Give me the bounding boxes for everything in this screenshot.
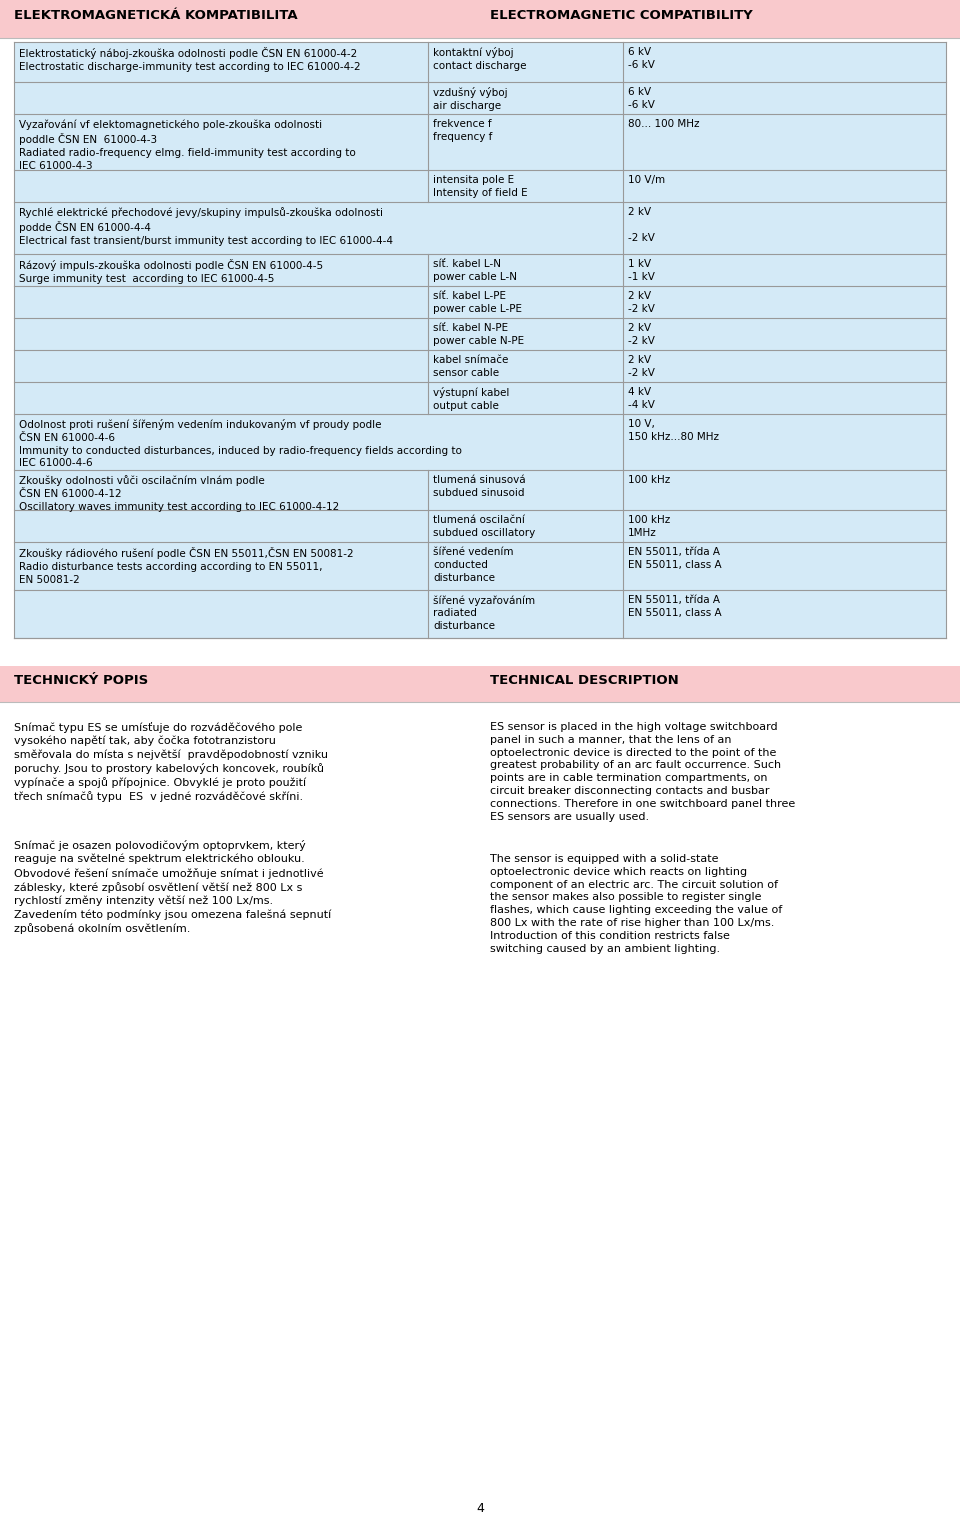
Text: ELEKTROMAGNETICKÁ KOMPATIBILITA: ELEKTROMAGNETICKÁ KOMPATIBILITA [14,9,298,21]
Text: tlumená oscilační
subdued oscillatory: tlumená oscilační subdued oscillatory [433,515,536,538]
Text: TECHNICAL DESCRIPTION: TECHNICAL DESCRIPTION [490,675,679,687]
Text: síť. kabel N-PE
power cable N-PE: síť. kabel N-PE power cable N-PE [433,323,524,346]
Text: 2 kV

-2 kV: 2 kV -2 kV [628,207,655,242]
Text: šířené vyzařováním
radiated
disturbance: šířené vyzařováním radiated disturbance [433,595,535,632]
Text: síť. kabel L-N
power cable L-N: síť. kabel L-N power cable L-N [433,259,517,282]
Text: 100 kHz: 100 kHz [628,475,670,484]
Text: 10 V/m: 10 V/m [628,175,665,185]
Text: tlumená sinusová
subdued sinusoid: tlumená sinusová subdued sinusoid [433,475,526,498]
Text: Rychlé elektrické přechodové jevy/skupiny impulsů-zkouška odolnosti
podde ČSN EN: Rychlé elektrické přechodové jevy/skupin… [19,207,393,247]
Text: kontaktní výboj
contact discharge: kontaktní výboj contact discharge [433,48,526,71]
Text: Zkoušky rádiového rušení podle ČSN EN 55011,ČSN EN 50081-2
Radio disturbance tes: Zkoušky rádiového rušení podle ČSN EN 55… [19,547,353,584]
Text: vzdušný výboj
air discharge: vzdušný výboj air discharge [433,87,508,110]
Text: Odolnost proti rušení šířeným vedením indukovaným vf proudy podle
ČSN EN 61000-4: Odolnost proti rušení šířeným vedením in… [19,419,462,469]
Text: EN 55011, třída A
EN 55011, class A: EN 55011, třída A EN 55011, class A [628,595,722,618]
Text: šířené vedením
conducted
disturbance: šířené vedením conducted disturbance [433,547,514,583]
Text: 4: 4 [476,1502,484,1515]
Text: 80... 100 MHz: 80... 100 MHz [628,120,700,129]
Text: 2 kV
-2 kV: 2 kV -2 kV [628,356,655,377]
Bar [14,41,946,638]
Text: Vyzařování vf elektomagnetického pole-zkouška odolnosti
poddle ČSN EN  61000-4-3: Vyzařování vf elektomagnetického pole-zk… [19,120,356,170]
Bar [0,702,960,1533]
Text: kabel snímače
sensor cable: kabel snímače sensor cable [433,356,509,377]
Text: Snímač typu ES se umísťuje do rozváděčového pole
vysokého napětí tak, aby čočka : Snímač typu ES se umísťuje do rozváděčov… [14,722,328,802]
Text: ELECTROMAGNETIC COMPATIBILITY: ELECTROMAGNETIC COMPATIBILITY [490,9,753,21]
Text: Rázový impuls-zkouška odolnosti podle ČSN EN 61000-4-5
Surge immunity test  acco: Rázový impuls-zkouška odolnosti podle ČS… [19,259,324,284]
Bar [0,0,960,38]
Text: síť. kabel L-PE
power cable L-PE: síť. kabel L-PE power cable L-PE [433,291,522,314]
Text: 2 kV
-2 kV: 2 kV -2 kV [628,323,655,346]
Text: 1 kV
-1 kV: 1 kV -1 kV [628,259,655,282]
Text: The sensor is equipped with a solid-state
optoelectronic device which reacts on : The sensor is equipped with a solid-stat… [490,854,782,954]
Text: 100 kHz
1MHz: 100 kHz 1MHz [628,515,670,538]
Text: EN 55011, třída A
EN 55011, class A: EN 55011, třída A EN 55011, class A [628,547,722,570]
Text: Zkoušky odolnosti vůči oscilačním vlnám podle
ČSN EN 61000-4-12
Oscillatory wave: Zkoušky odolnosti vůči oscilačním vlnám … [19,475,339,512]
Text: ES sensor is placed in the high voltage switchboard
panel in such a manner, that: ES sensor is placed in the high voltage … [490,722,795,822]
Text: 6 kV
-6 kV: 6 kV -6 kV [628,87,655,110]
Text: výstupní kabel
output cable: výstupní kabel output cable [433,386,510,411]
Bar [0,665,960,702]
Text: 6 kV
-6 kV: 6 kV -6 kV [628,48,655,71]
Text: Snímač je osazen polovodičovým optoprvkem, který
reaguje na světelné spektrum el: Snímač je osazen polovodičovým optoprvke… [14,840,331,934]
Text: 4 kV
-4 kV: 4 kV -4 kV [628,386,655,409]
Text: 2 kV
-2 kV: 2 kV -2 kV [628,291,655,314]
Text: 10 V,
150 kHz...80 MHz: 10 V, 150 kHz...80 MHz [628,419,719,442]
Text: TECHNICKÝ POPIS: TECHNICKÝ POPIS [14,675,148,687]
Text: frekvence f
frequency f: frekvence f frequency f [433,120,492,141]
Text: intensita pole E
Intensity of field E: intensita pole E Intensity of field E [433,175,528,198]
Text: Elektrostatický náboj-zkouška odolnosti podle ČSN EN 61000-4-2
Electrostatic dis: Elektrostatický náboj-zkouška odolnosti … [19,48,361,72]
